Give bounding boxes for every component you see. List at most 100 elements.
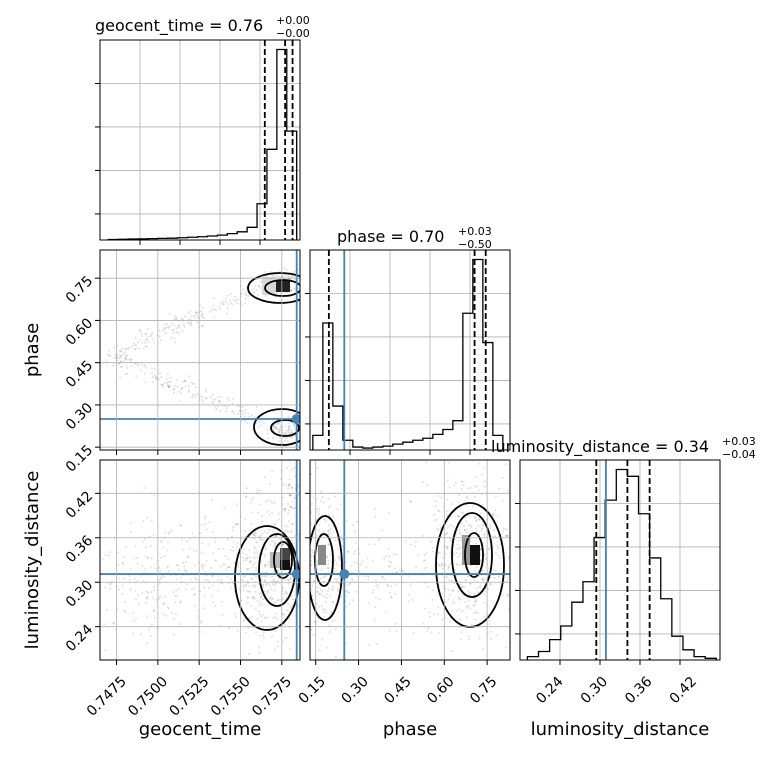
sample-point [139, 369, 142, 372]
sample-point [224, 410, 227, 413]
sample-point [302, 510, 304, 512]
sample-point [158, 579, 161, 582]
sample-point [466, 497, 468, 500]
luminosity-distance-x-tick-label: 0.30 [578, 674, 611, 707]
sample-point [170, 336, 173, 339]
sample-point [491, 513, 494, 516]
sample-point [287, 483, 290, 486]
sample-point [428, 615, 431, 618]
histogram-frame [99, 39, 301, 241]
sample-point [415, 566, 418, 568]
sample-point [251, 511, 254, 514]
sample-point [151, 332, 154, 335]
sample-point [408, 600, 410, 603]
sample-point [242, 619, 245, 622]
sample-point [374, 508, 377, 511]
sample-point [458, 563, 461, 566]
sample-point [255, 422, 258, 425]
sample-point [241, 304, 244, 307]
sample-point [442, 556, 445, 559]
sample-point [274, 584, 276, 587]
sample-point [114, 353, 117, 356]
sample-point [179, 576, 182, 579]
sample-point [232, 541, 235, 544]
sample-point [274, 426, 276, 428]
sample-point [432, 613, 435, 616]
contour-line [270, 419, 300, 437]
sample-point [457, 590, 460, 593]
sample-point [235, 615, 237, 618]
sample-point [498, 543, 501, 546]
sample-point [267, 437, 269, 440]
sample-point [201, 324, 204, 327]
sample-point [189, 310, 192, 313]
sample-point [172, 591, 175, 593]
sample-point [166, 383, 169, 386]
sample-point [259, 538, 262, 541]
sample-point [171, 329, 174, 332]
sample-point [278, 431, 281, 434]
sample-point [326, 597, 329, 599]
sample-point [142, 347, 145, 350]
sample-point [483, 480, 486, 483]
sample-point [304, 591, 306, 593]
sample-point [311, 584, 314, 587]
phase-y-tick-label: 0.45 [63, 358, 96, 391]
sample-point [282, 586, 284, 589]
sample-point [271, 470, 274, 472]
sample-point [243, 559, 246, 562]
sample-point [304, 489, 306, 491]
sample-point [259, 539, 262, 541]
sample-point [163, 554, 166, 557]
sample-point [230, 587, 233, 590]
sample-point [331, 589, 334, 592]
sample-point [307, 575, 309, 577]
sample-point [244, 518, 247, 521]
sample-point [273, 589, 276, 592]
sample-point [177, 564, 179, 567]
sample-point [307, 616, 309, 618]
sample-point [219, 308, 221, 311]
sample-point [290, 486, 293, 489]
sample-point [332, 588, 335, 591]
sample-point [240, 612, 243, 615]
sample-point [173, 388, 176, 391]
sample-point [460, 511, 463, 514]
sample-point [278, 518, 281, 521]
sample-point [469, 592, 472, 594]
sample-point [301, 530, 303, 532]
sample-point [222, 547, 225, 550]
sample-point [276, 618, 279, 621]
sample-point [225, 407, 228, 410]
sample-point [503, 527, 505, 530]
sample-point [488, 524, 491, 527]
sample-point [176, 595, 179, 598]
sample-point [142, 580, 145, 583]
sample-point [461, 481, 464, 484]
sample-point [263, 530, 266, 533]
sample-point [251, 595, 254, 598]
sample-point [181, 387, 184, 389]
sample-point [274, 542, 276, 544]
sample-point [282, 483, 284, 486]
sample-point [474, 495, 476, 498]
sample-point [192, 549, 195, 552]
sample-point [279, 442, 282, 445]
sample-point [482, 647, 485, 650]
sample-point [260, 577, 263, 580]
sample-point [132, 342, 135, 345]
sample-point [465, 495, 468, 498]
sample-point [185, 561, 188, 564]
sample-point [263, 476, 266, 479]
sample-point [142, 520, 145, 523]
sample-point [196, 312, 198, 314]
sample-point [261, 603, 264, 606]
sample-point [225, 569, 228, 571]
sample-point [323, 518, 326, 521]
sample-point [269, 597, 272, 599]
sample-point [158, 329, 161, 332]
sample-point [490, 630, 493, 633]
sample-point [261, 552, 264, 555]
sample-point [150, 333, 152, 336]
sample-point [338, 583, 341, 586]
